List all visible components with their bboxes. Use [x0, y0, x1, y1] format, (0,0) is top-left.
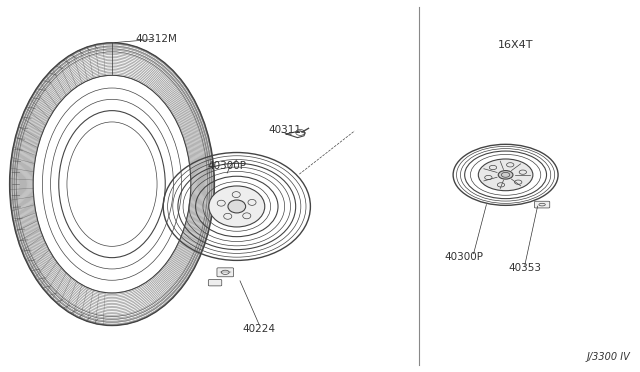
Text: J/3300 IV: J/3300 IV: [587, 352, 630, 362]
Ellipse shape: [478, 159, 533, 191]
Text: 40312M: 40312M: [136, 34, 178, 44]
Ellipse shape: [228, 200, 246, 213]
Text: 40300P: 40300P: [445, 252, 483, 262]
FancyBboxPatch shape: [534, 201, 550, 208]
Text: 40300P: 40300P: [208, 161, 246, 170]
Ellipse shape: [499, 171, 513, 179]
Ellipse shape: [209, 186, 265, 227]
FancyBboxPatch shape: [209, 280, 222, 286]
Text: 40311: 40311: [268, 125, 301, 135]
FancyBboxPatch shape: [217, 268, 234, 277]
Text: 40353: 40353: [508, 263, 541, 273]
Text: 16X4T: 16X4T: [497, 40, 533, 49]
Text: 40224: 40224: [243, 324, 276, 334]
